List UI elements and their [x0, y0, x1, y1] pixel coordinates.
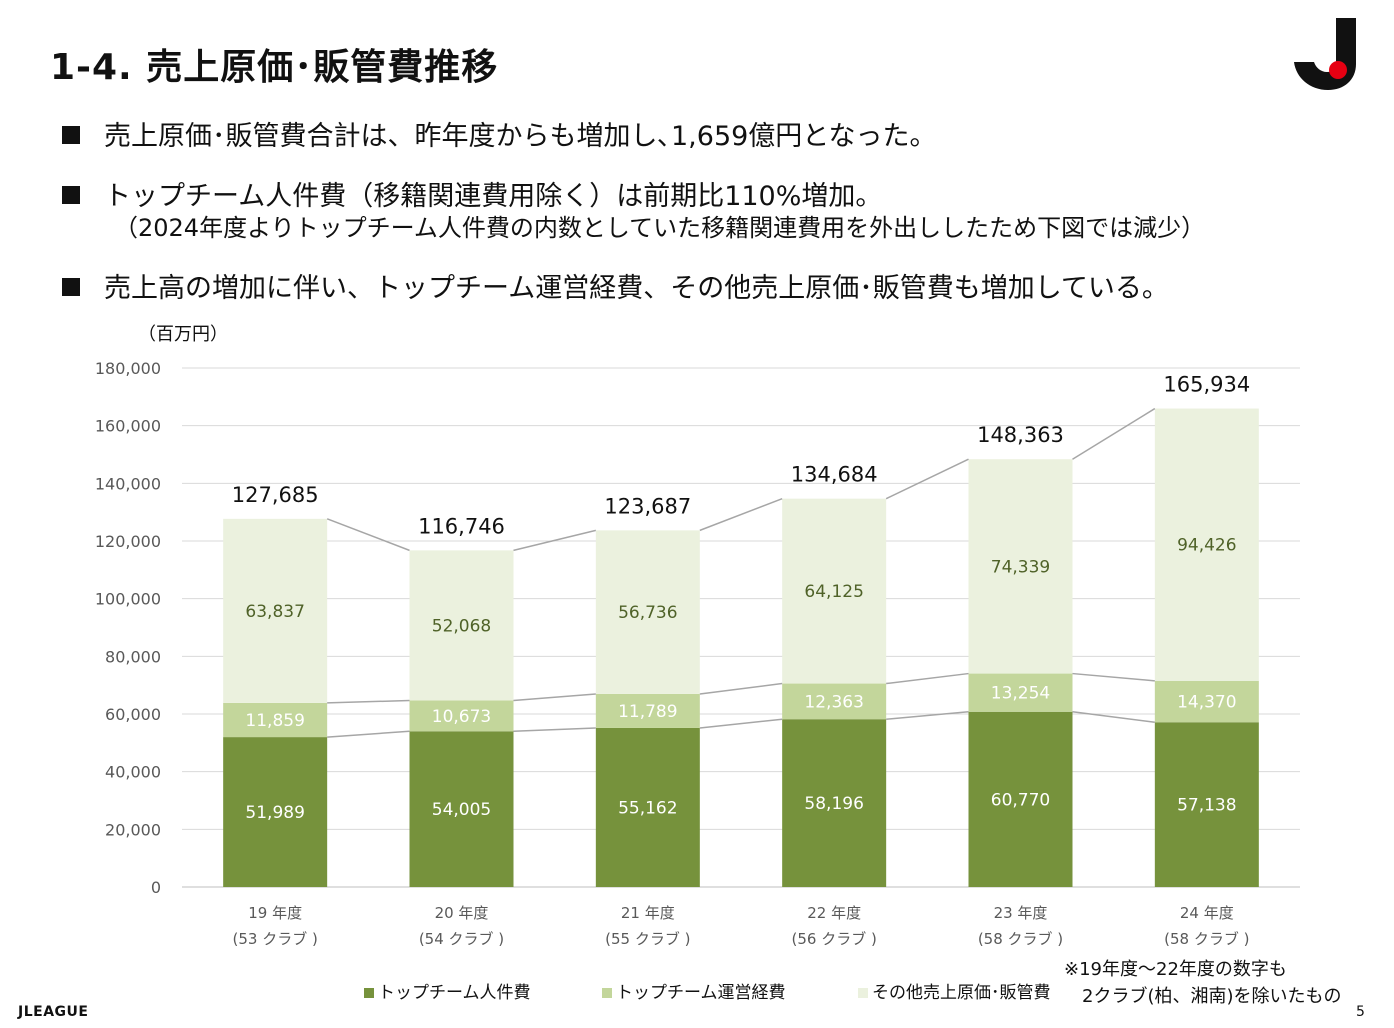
bar-segment — [223, 518, 328, 703]
series-connector-line — [513, 727, 596, 733]
x-tick-sublabel: (58 クラブ ) — [978, 930, 1063, 948]
y-tick-label: 20,000 — [105, 820, 161, 839]
legend-swatch — [858, 988, 868, 998]
y-tick-label: 80,000 — [105, 647, 161, 666]
bar-segment — [1154, 722, 1259, 887]
total-label: 123,687 — [604, 494, 691, 518]
series-connector-line — [1072, 407, 1156, 460]
y-tick-label: 100,000 — [95, 590, 161, 609]
bullet-1: 売上原価･販管費合計は、昨年度からも増加し､1,659億円となった。 — [62, 114, 936, 153]
series-connector-line — [513, 529, 597, 552]
series-connector-line — [886, 711, 969, 720]
bar-segment — [595, 693, 700, 728]
bar-segment — [782, 719, 887, 887]
series-connector-line — [699, 682, 783, 695]
legend-item-other: その他売上原価･販管費 — [858, 978, 1051, 1003]
data-label: 10,673 — [432, 707, 491, 727]
series-connector-line — [699, 497, 783, 532]
bar-segment — [409, 731, 514, 887]
series-connector-line — [1072, 672, 1155, 682]
y-tick-label: 0 — [151, 878, 161, 897]
bar-segment — [409, 700, 514, 732]
bullet-2-subnote: （2024年度よりトップチーム人件費の内数としていた移籍関連費用を外出ししたため… — [114, 214, 1206, 242]
series-connector-line — [327, 699, 410, 704]
series-connector-line — [699, 718, 783, 729]
legend-swatch — [364, 988, 374, 998]
bullet-square-icon — [62, 185, 80, 204]
data-label: 74,339 — [991, 557, 1050, 577]
y-tick-label: 120,000 — [95, 532, 161, 551]
page-title: 1-4. 売上原価･販管費推移 — [50, 47, 499, 88]
data-label: 51,989 — [245, 803, 304, 823]
bar-segment — [782, 498, 887, 684]
bar-segment — [223, 702, 328, 738]
series-connector-line — [327, 730, 410, 738]
data-label: 63,837 — [245, 602, 304, 622]
x-tick-sublabel: (55 クラブ ) — [605, 930, 690, 948]
data-label: 13,254 — [991, 684, 1050, 704]
total-label: 116,746 — [418, 514, 505, 538]
x-tick-sublabel: (58 クラブ ) — [1164, 930, 1249, 948]
jleague-emblem-icon — [1294, 18, 1356, 90]
data-label: 55,162 — [618, 798, 677, 818]
bar-segment — [409, 550, 514, 701]
legend-swatch — [602, 988, 612, 998]
footnote: ※19年度～22年度の数字も 2クラブ(柏、湘南)を除いたもの — [1064, 959, 1342, 1007]
footer-brand: JLEAGUE — [18, 1004, 89, 1020]
bar-segment — [595, 530, 700, 694]
data-label: 58,196 — [804, 794, 863, 814]
x-tick-sublabel: (56 クラブ ) — [792, 930, 877, 948]
x-tick-sublabel: (54 クラブ ) — [419, 930, 504, 948]
series-connector-line — [886, 672, 969, 685]
legend-item-personnel: トップチーム人件費 — [364, 978, 531, 1003]
total-label: 148,363 — [977, 423, 1064, 447]
data-label: 14,370 — [1177, 693, 1236, 713]
y-tick-label: 60,000 — [105, 705, 161, 724]
data-label: 12,363 — [804, 692, 863, 712]
data-label: 52,068 — [432, 616, 491, 636]
data-label: 54,005 — [432, 800, 491, 820]
series-connector-line — [326, 518, 410, 552]
bar-segment — [223, 737, 328, 887]
bar-segment — [595, 727, 700, 887]
x-tick-label: 21 年度 — [621, 904, 675, 922]
series-connector-line — [885, 458, 969, 500]
bar-segment — [968, 711, 1073, 887]
bar-segment — [968, 459, 1073, 674]
total-label: 127,685 — [232, 483, 319, 507]
x-tick-sublabel: (53 クラブ ) — [233, 930, 318, 948]
data-label: 60,770 — [991, 790, 1050, 810]
x-tick-label: 19 年度 — [248, 904, 302, 922]
bar-segment — [782, 683, 887, 720]
data-label: 94,426 — [1177, 536, 1236, 556]
page-number: 5 — [1356, 1004, 1365, 1020]
x-tick-label: 24 年度 — [1180, 904, 1234, 922]
legend-item-operations: トップチーム運営経費 — [602, 978, 786, 1003]
series-connector-line — [513, 693, 596, 702]
data-label: 64,125 — [804, 582, 863, 602]
bar-segment — [968, 673, 1073, 712]
series-connector-line — [1072, 711, 1155, 723]
total-label: 134,684 — [791, 463, 878, 487]
bar-segment — [1154, 680, 1259, 723]
y-tick-label: 40,000 — [105, 763, 161, 782]
bullet-3: 売上高の増加に伴い、トップチーム運営経費、その他売上原価･販管費も増加している。 — [62, 266, 1169, 305]
bullet-2: トップチーム人件費（移籍関連費用除く）は前期比110%増加。 — [62, 174, 882, 213]
bar-segment — [1154, 408, 1259, 681]
y-axis-unit-label: （百万円） — [138, 324, 228, 345]
y-tick-label: 160,000 — [95, 417, 161, 436]
y-tick-label: 180,000 — [95, 359, 161, 378]
x-tick-label: 20 年度 — [435, 904, 489, 922]
data-label: 56,736 — [618, 603, 677, 623]
bullet-square-icon — [62, 125, 80, 144]
y-tick-label: 140,000 — [95, 474, 161, 493]
x-tick-label: 22 年度 — [807, 904, 861, 922]
data-label: 11,859 — [245, 711, 304, 731]
bullet-square-icon — [62, 277, 80, 296]
total-label: 165,934 — [1163, 373, 1250, 397]
data-label: 11,789 — [618, 702, 677, 722]
data-label: 57,138 — [1177, 796, 1236, 816]
x-tick-label: 23 年度 — [994, 904, 1048, 922]
